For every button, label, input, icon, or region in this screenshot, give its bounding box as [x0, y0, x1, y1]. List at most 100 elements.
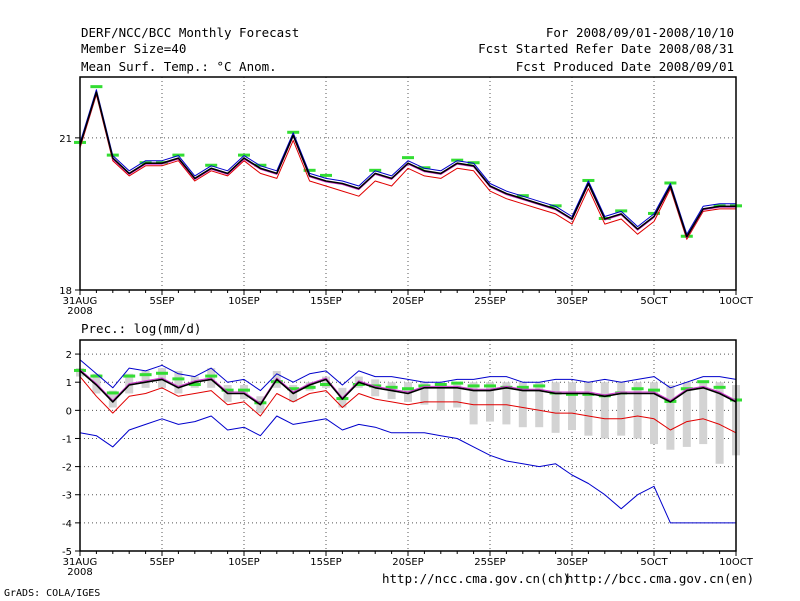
forecast-marker — [90, 374, 103, 378]
x-tick-label: 20SEP — [392, 296, 423, 307]
spread-bar — [518, 382, 527, 428]
x-year-label: 2008 — [67, 306, 92, 317]
forecast-marker — [451, 381, 464, 385]
forecast-marker — [106, 391, 119, 395]
series-line-min — [79, 415, 736, 524]
y-tick-label: 0 — [66, 406, 72, 417]
forecast-marker — [402, 387, 414, 391]
forecast-marker — [434, 383, 447, 387]
spread-bar — [633, 382, 642, 439]
forecast-marker — [188, 383, 201, 387]
panel-temperature: 31AUG 5SEP 10SEP 15SEP 20SEP 25SEP 30SEP 5OCT 10… — [59, 76, 754, 317]
forecast-marker — [697, 380, 710, 384]
series-line-mean — [79, 370, 737, 406]
forecast-marker — [123, 374, 136, 378]
x-tick-label: 5OCT — [640, 557, 668, 568]
forecast-marker — [221, 388, 234, 392]
x-tick-label: 5SEP — [149, 296, 174, 307]
forecast-marker — [516, 385, 529, 389]
spread-bar — [535, 382, 544, 428]
forecast-marker — [451, 158, 464, 162]
series-line-mean — [79, 91, 736, 238]
x-tick-label: 20SEP — [392, 557, 423, 568]
forecast-marker — [156, 371, 168, 375]
x-tick-label: 31AUG — [63, 557, 98, 568]
y-tick-label: 2 — [66, 350, 72, 361]
spread-bar — [584, 382, 593, 436]
spread-bar — [600, 382, 609, 439]
spread-bar — [108, 390, 117, 408]
series-line-lower — [79, 94, 736, 240]
y-tick-label: 18 — [59, 286, 72, 297]
forecast-marker — [205, 374, 218, 378]
y-tick-label: -1 — [62, 434, 72, 445]
forecast-marker — [582, 392, 595, 396]
forecast-marker — [648, 388, 660, 392]
x-tick-label: 25SEP — [474, 296, 505, 307]
member-size: Member Size=40 — [81, 41, 187, 56]
y-tick-label: -3 — [62, 491, 72, 502]
produced-date: Fcst Produced Date 2008/09/01 — [515, 59, 734, 74]
x-tick-label: 31AUG — [63, 296, 98, 307]
forecast-period: For 2008/09/01-2008/10/10 — [545, 25, 734, 40]
spread-bar — [141, 370, 150, 388]
forecast-marker — [287, 130, 300, 134]
forecast-marker — [385, 385, 398, 389]
forecast-marker — [484, 384, 496, 388]
plot-frame — [79, 76, 737, 291]
forecast-marker — [615, 209, 628, 213]
variable-label: Mean Surf. Temp.: °C Anom. — [81, 59, 277, 74]
refer-date: Fcst Started Refer Date 2008/08/31 — [478, 41, 734, 56]
forecast-marker — [402, 156, 414, 160]
series-line-member — [79, 369, 737, 404]
forecast-marker — [467, 384, 480, 388]
x-tick-label: 15SEP — [310, 296, 341, 307]
y-tick-label: 1 — [66, 378, 72, 389]
x-tick-label: 15SEP — [310, 557, 341, 568]
x-year-label: 2008 — [67, 567, 92, 578]
forecast-marker — [631, 387, 644, 391]
chart-title: DERF/NCC/BCC Monthly Forecast — [81, 25, 300, 40]
spread-bar — [682, 382, 691, 447]
x-tick-label: 5SEP — [149, 557, 174, 568]
spread-bar — [420, 382, 429, 405]
forecast-marker — [90, 85, 103, 89]
forecast-marker — [352, 383, 365, 387]
spread-bar — [453, 382, 462, 408]
forecast-marker — [287, 387, 300, 391]
grads-credit: GrADS: COLA/IGES — [4, 588, 101, 599]
forecast-marker — [303, 385, 316, 389]
x-tick-label: 25SEP — [474, 557, 505, 568]
precip-panel-title: Prec.: log(mm/d) — [81, 321, 202, 336]
spread-bar — [715, 382, 724, 464]
spread-bar — [568, 382, 576, 431]
spread-bar — [551, 382, 560, 433]
forecast-marker — [205, 163, 218, 167]
ncc-url[interactable]: http://ncc.cma.gov.cn(ch) — [382, 571, 571, 586]
spread-bar — [650, 382, 658, 445]
forecast-marker — [582, 178, 595, 182]
forecast-marker — [172, 377, 185, 381]
spread-bar — [174, 370, 183, 394]
series-line-upper — [79, 359, 737, 392]
x-tick-label: 10OCT — [719, 557, 754, 568]
series-line-lower — [79, 376, 737, 434]
spread-bar — [617, 382, 626, 436]
x-tick-label: 30SEP — [556, 296, 587, 307]
spread-bar — [502, 382, 511, 425]
y-tick-label: 21 — [59, 134, 72, 145]
y-tick-label: -2 — [62, 463, 72, 474]
spread-bar — [322, 376, 330, 388]
x-tick-label: 30SEP — [556, 557, 587, 568]
x-tick-label: 5OCT — [640, 296, 668, 307]
forecast-marker — [270, 380, 283, 384]
forecast-marker — [713, 385, 726, 389]
x-tick-label: 10OCT — [719, 296, 754, 307]
bcc-url[interactable]: http://bcc.cma.gov.cn(en) — [566, 571, 755, 586]
forecast-marker — [320, 173, 332, 177]
x-tick-label: 10SEP — [228, 557, 259, 568]
forecast-marker — [566, 392, 578, 396]
forecast-marker — [320, 383, 332, 387]
panel-precipitation: 31AUG 5SEP 10SEP 15SEP 20SEP 25SEP 30SEP 5OCT 10… — [62, 339, 754, 578]
y-tick-label: -4 — [62, 519, 72, 530]
